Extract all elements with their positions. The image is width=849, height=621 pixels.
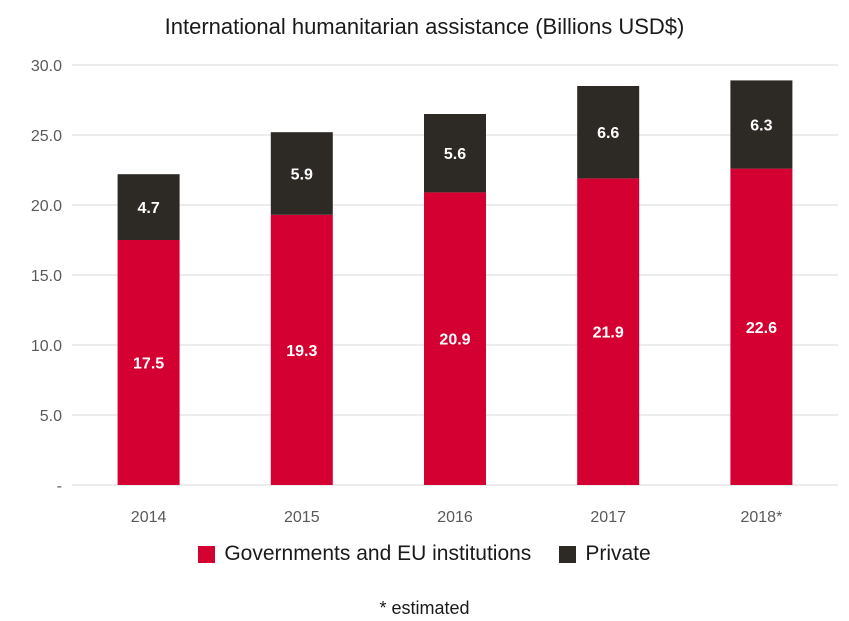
legend-item-private: Private bbox=[559, 542, 651, 566]
data-label: 5.6 bbox=[444, 146, 466, 163]
data-label: 19.3 bbox=[286, 343, 317, 360]
y-tick-label: 15.0 bbox=[31, 268, 62, 285]
bar-segment bbox=[117, 174, 180, 240]
legend-label-governments: Governments and EU institutions bbox=[224, 542, 532, 565]
data-label: 6.6 bbox=[597, 125, 619, 142]
y-tick-label: 10.0 bbox=[31, 338, 62, 355]
bar-segment bbox=[270, 214, 333, 486]
x-tick-label: 2016 bbox=[437, 509, 473, 526]
x-tick-label: 2018* bbox=[740, 509, 782, 526]
data-label: 20.9 bbox=[439, 332, 470, 349]
legend-item-governments: Governments and EU institutions bbox=[198, 542, 531, 566]
chart-title: International humanitarian assistance (B… bbox=[164, 14, 685, 39]
data-label: 17.5 bbox=[133, 356, 164, 373]
bar-segment bbox=[270, 132, 333, 215]
y-tick-label: 30.0 bbox=[31, 58, 62, 75]
bar-segment bbox=[730, 80, 793, 169]
x-tick-label: 2014 bbox=[131, 509, 167, 526]
data-label: 5.9 bbox=[291, 167, 313, 184]
y-tick-label: - bbox=[57, 478, 62, 495]
y-tick-label: 25.0 bbox=[31, 128, 62, 145]
legend-label-private: Private bbox=[585, 542, 651, 565]
y-tick-label: 5.0 bbox=[40, 408, 62, 425]
footnote: * estimated bbox=[379, 598, 470, 618]
legend: Governments and EU institutions Private bbox=[0, 542, 849, 566]
y-tick-label: 20.0 bbox=[31, 198, 62, 215]
bar-segment bbox=[424, 114, 486, 193]
legend-swatch-private bbox=[559, 545, 577, 563]
bar-segment bbox=[117, 240, 180, 485]
bar-segment bbox=[577, 86, 640, 179]
x-tick-label: 2015 bbox=[284, 509, 320, 526]
data-label: 4.7 bbox=[137, 200, 159, 217]
legend-swatch-governments bbox=[198, 545, 216, 563]
data-label: 6.3 bbox=[750, 118, 772, 135]
bar-segment bbox=[577, 178, 640, 485]
data-label: 21.9 bbox=[593, 325, 624, 342]
bar-segment bbox=[424, 192, 486, 485]
data-label: 22.6 bbox=[746, 320, 777, 337]
bar-segment bbox=[730, 168, 793, 485]
x-tick-label: 2017 bbox=[590, 509, 626, 526]
